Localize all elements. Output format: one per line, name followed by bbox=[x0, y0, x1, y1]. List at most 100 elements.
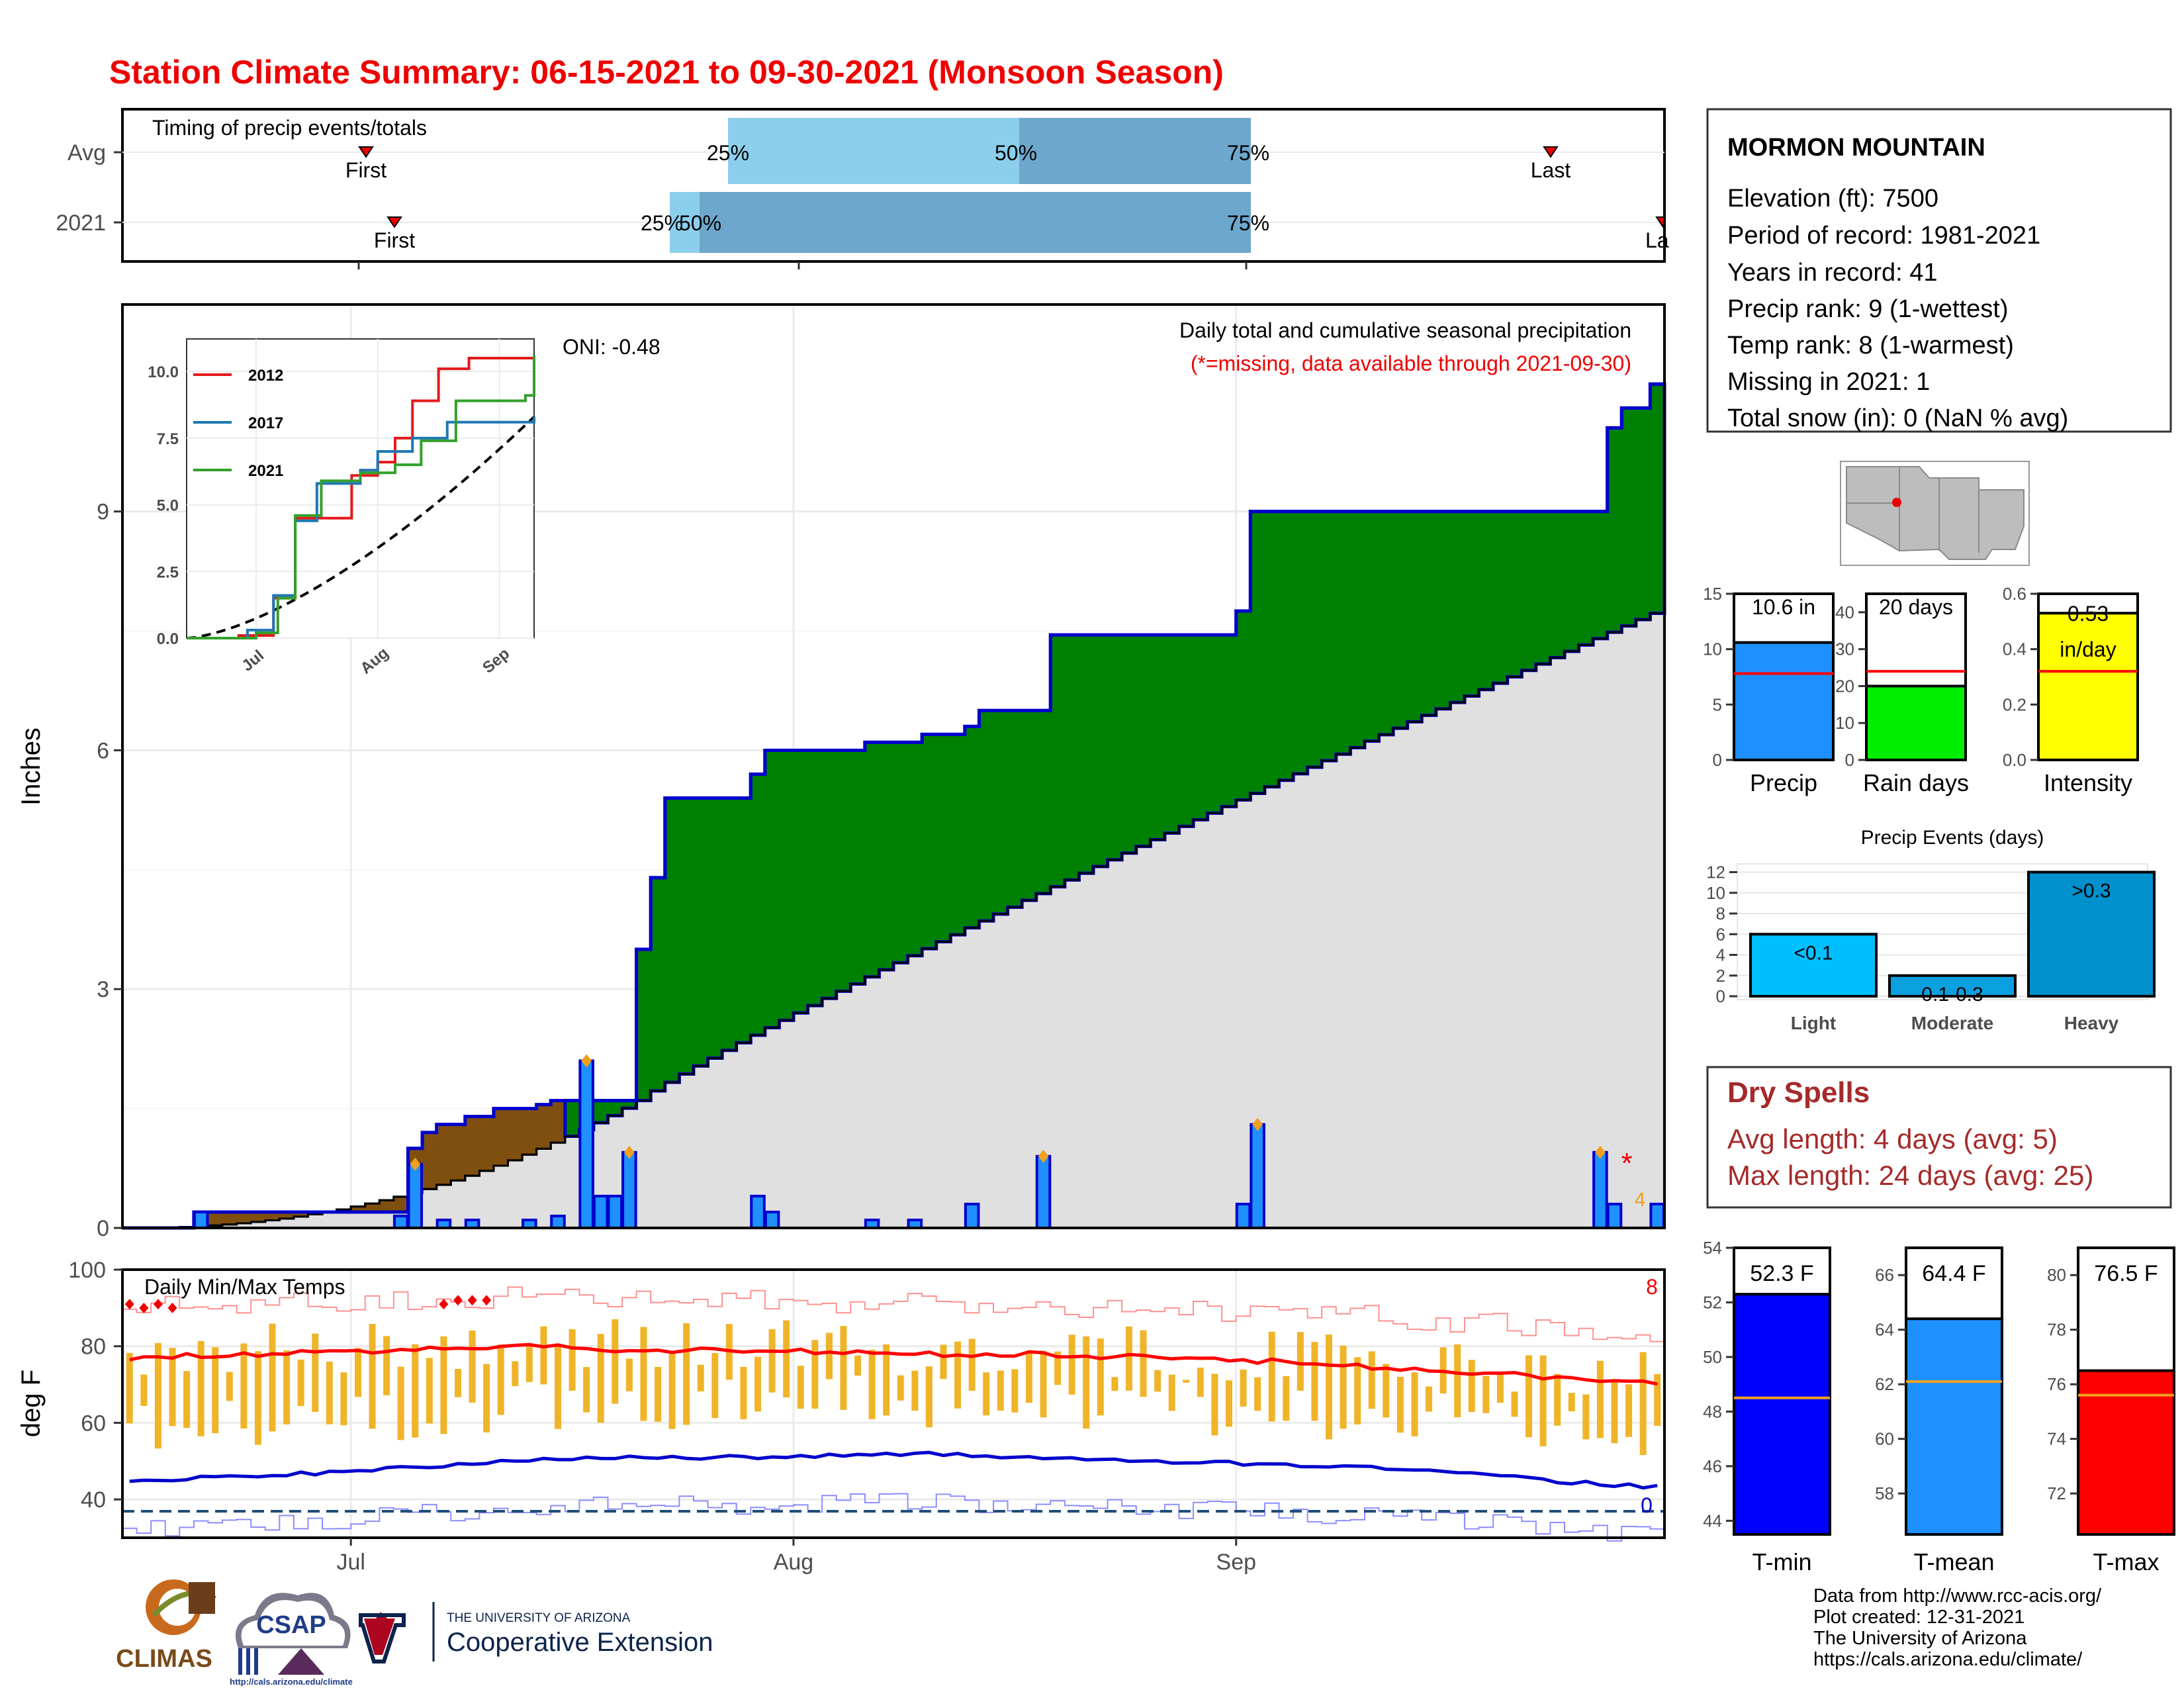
events-tick-label: 10 bbox=[1706, 883, 1725, 903]
dry-spells-max: Max length: 24 days (avg: 25) bbox=[1727, 1160, 2093, 1191]
daily-temp-bars bbox=[126, 1319, 1661, 1455]
record-high-marker bbox=[453, 1295, 463, 1306]
temp-summary-value: 76.5 F bbox=[2094, 1261, 2158, 1286]
daily-precip-highlight bbox=[1038, 1149, 1049, 1163]
timing-2021-50-75-bar bbox=[700, 192, 1251, 253]
temp-summary-t-min: 52.3 F 44 46 48 50 52 54 T-min bbox=[1703, 1238, 1831, 1575]
events-bar-label: Heavy bbox=[2064, 1013, 2119, 1033]
mini-bar-value: 0.53 bbox=[2068, 602, 2109, 626]
record-high-marker bbox=[439, 1299, 449, 1310]
csap-logo: CSAP http://cals.arizona.edu/climate bbox=[230, 1593, 353, 1687]
date-tick-label: Sep bbox=[1216, 1550, 1257, 1575]
record-high-count: 8 bbox=[1646, 1275, 1658, 1299]
timing-avg-25-50-bar bbox=[728, 118, 1019, 184]
tmin-avg-line bbox=[129, 1450, 1658, 1490]
timing-avg-last-marker bbox=[1543, 146, 1559, 158]
temp-label: Daily Min/Max Temps bbox=[144, 1275, 345, 1299]
timing-2021-25: 25% bbox=[641, 211, 683, 235]
temp-ytick-label: 100 bbox=[68, 1258, 106, 1283]
record-high-marker bbox=[167, 1302, 177, 1313]
timing-row-avg: Avg bbox=[68, 140, 106, 165]
temp-summary-tick-label: 48 bbox=[1703, 1401, 1722, 1421]
daily-precip-bar bbox=[592, 1194, 609, 1230]
station-elevation: Elevation (ft): 7500 bbox=[1727, 185, 1938, 212]
mini-bar-label: Precip bbox=[1750, 769, 1817, 796]
inset-legend-label: 2017 bbox=[248, 414, 283, 432]
dry-spells-avg: Avg length: 4 days (avg: 5) bbox=[1727, 1123, 2058, 1154]
temp-summary-tick-label: 58 bbox=[1875, 1483, 1894, 1503]
mini-bar-label: Rain days bbox=[1863, 769, 1969, 796]
timing-2021-first: First bbox=[374, 228, 415, 252]
inset-series-line bbox=[187, 416, 535, 639]
seasonal-totals-bars: 10.6 in 0 5 10 15 Precip 20 days 0 10 20 30 40 Rain … bbox=[1703, 584, 2139, 796]
temp-summary-t-mean: 64.4 F 58 60 62 64 66 T-mean bbox=[1875, 1246, 2003, 1575]
timing-avg-25: 25% bbox=[707, 141, 749, 165]
inset-ytick-label: 10.0 bbox=[148, 363, 179, 381]
daily-precip-bars bbox=[122, 382, 1666, 1230]
csap-url: http://cals.arizona.edu/climate bbox=[230, 1677, 353, 1687]
temp-summary-value: 52.3 F bbox=[1750, 1261, 1813, 1286]
station-precip-rank: Precip rank: 9 (1-wettest) bbox=[1727, 295, 2008, 323]
inset-ytick-label: 2.5 bbox=[157, 563, 179, 581]
ua-small-text: THE UNIVERSITY OF ARIZONA bbox=[447, 1611, 631, 1625]
mini-bar-tick-label: 5 bbox=[1713, 694, 1722, 714]
precip-ylabel: Inches bbox=[17, 727, 46, 806]
temp-summary-tick-label: 50 bbox=[1703, 1347, 1722, 1367]
station-years: Years in record: 41 bbox=[1727, 259, 1938, 287]
precip-ytick-label: 9 bbox=[97, 500, 109, 525]
mini-bar-tick-label: 0.6 bbox=[2003, 584, 2026, 604]
daily-precip-highlight bbox=[410, 1157, 421, 1171]
daily-precip-bar bbox=[1235, 1202, 1251, 1229]
record-highs bbox=[124, 1295, 492, 1313]
mini-bar-tick-label: 0.2 bbox=[2003, 694, 2026, 714]
temp-summary-tick-label: 78 bbox=[2047, 1320, 2066, 1340]
date-axis: Jul Aug Sep bbox=[336, 1538, 1256, 1575]
inset-avg-line bbox=[186, 416, 535, 639]
events-tick-label: 12 bbox=[1706, 863, 1725, 882]
temp-summary-tick-label: 80 bbox=[2047, 1265, 2066, 1285]
cumulative-2021-line bbox=[122, 382, 1664, 1230]
daily-precip-bar bbox=[750, 1194, 766, 1230]
events-tick-label: 0 bbox=[1716, 986, 1725, 1006]
daily-precip-bar bbox=[407, 1162, 424, 1229]
mini-bar-value: 20 days bbox=[1879, 595, 1953, 619]
precip-note: Daily total and cumulative seasonal prec… bbox=[1179, 318, 1631, 342]
temp-summary-tick-label: 72 bbox=[2047, 1483, 2066, 1503]
inset-ytick-label: 7.5 bbox=[157, 430, 179, 448]
avg-cumulative-line bbox=[122, 612, 1664, 1229]
record-high-marker bbox=[153, 1299, 163, 1310]
mini-bar-intensity: 0.53 in/day 0.0 0.2 0.4 0.6 Intensity bbox=[2003, 584, 2139, 796]
missing-count: 4 bbox=[1635, 1189, 1646, 1211]
mini-bar-rain-days: 20 days 0 10 20 30 40 Rain days bbox=[1835, 592, 1969, 796]
date-tick-label: Aug bbox=[774, 1550, 814, 1575]
temp-summary-value: 64.4 F bbox=[1922, 1261, 1985, 1286]
dry-spells-box: Dry Spells Avg length: 4 days (avg: 5) M… bbox=[1706, 1066, 2172, 1209]
timing-avg-50-75-bar bbox=[1019, 118, 1251, 184]
station-name: MORMON MOUNTAIN bbox=[1727, 134, 1985, 162]
timing-row-2021: 2021 bbox=[56, 211, 106, 236]
temp-summary-fill bbox=[2077, 1369, 2175, 1536]
mini-bar-tick-label: 40 bbox=[1835, 602, 1854, 622]
mini-bar-tick-label: 0.4 bbox=[2003, 639, 2026, 659]
events-tick-label: 6 bbox=[1716, 924, 1725, 944]
dry-spells-title: Dry Spells bbox=[1727, 1076, 1870, 1109]
date-tick-label: Jul bbox=[336, 1550, 365, 1575]
events-tick-label: 8 bbox=[1716, 904, 1725, 923]
precip-missing-note: (*=missing, data available through 2021-… bbox=[1191, 352, 1631, 375]
temp-summary-tick-label: 54 bbox=[1703, 1238, 1722, 1258]
ua-logo: THE UNIVERSITY OF ARIZONA Cooperative Ex… bbox=[359, 1602, 713, 1664]
daily-precip-highlight bbox=[623, 1145, 635, 1159]
footer-line-1: Data from http://www.rcc-acis.org/ bbox=[1813, 1585, 2102, 1607]
daily-precip-bar bbox=[1592, 1150, 1608, 1229]
temp-ytick-label: 80 bbox=[81, 1335, 106, 1360]
mini-bar-label: Intensity bbox=[2044, 769, 2132, 796]
events-bar-label: Light bbox=[1791, 1013, 1836, 1033]
timing-2021-75: 75% bbox=[1227, 211, 1269, 235]
temp-summary-tick-label: 76 bbox=[2047, 1374, 2066, 1394]
temp-summary-tick-label: 62 bbox=[1875, 1374, 1894, 1394]
precip-panel: Inches 0 3 6 9 Daily total and cumulative s… bbox=[17, 303, 1666, 1241]
temp-summary-label: T-min bbox=[1752, 1548, 1812, 1575]
temp-ylabel: deg F bbox=[17, 1370, 46, 1437]
